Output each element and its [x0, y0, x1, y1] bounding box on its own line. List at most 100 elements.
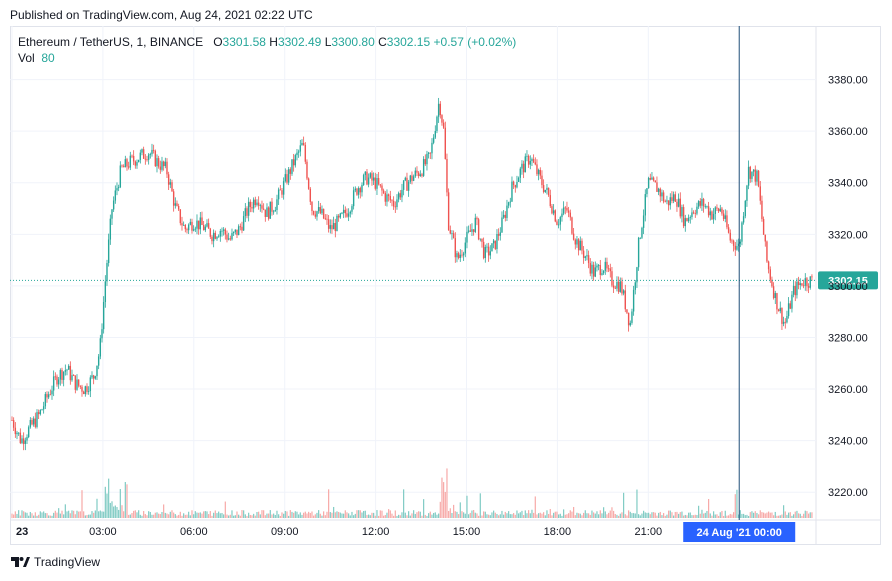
candle-body [462, 253, 465, 256]
volume-bar [159, 514, 161, 518]
volume-bar [796, 510, 798, 518]
candle-body [102, 302, 105, 330]
candle-body [402, 180, 405, 190]
volume-bar [438, 513, 440, 518]
volume-bar [266, 513, 268, 518]
volume-bar [656, 515, 658, 518]
tradingview-logo-icon[interactable] [10, 556, 30, 568]
candle-body [679, 198, 681, 217]
volume-bar [596, 511, 598, 518]
candle-body [356, 188, 358, 195]
volume-bar [599, 510, 601, 518]
volume-bar [256, 511, 258, 518]
volume-bar [701, 509, 703, 518]
volume-bar [38, 514, 40, 518]
volume-bar [434, 512, 436, 518]
volume-label[interactable]: Vol [18, 51, 35, 65]
candle-body [186, 229, 188, 231]
volume-bar [16, 513, 18, 518]
volume-bar [678, 513, 680, 518]
candle-body [569, 212, 571, 218]
volume-bar [384, 515, 386, 518]
crosshair-time-label: 24 Aug '21 00:00 [697, 527, 782, 539]
footer-brand[interactable]: TradingView [34, 555, 101, 569]
volume-bar [641, 513, 643, 518]
candle-body [534, 162, 536, 165]
candle-body [542, 185, 545, 192]
volume-bar [771, 512, 773, 518]
candle-body [81, 386, 83, 392]
volume-bar [441, 477, 443, 518]
candle-body [127, 166, 130, 168]
volume-bar [559, 513, 561, 518]
volume-bar [539, 512, 541, 518]
volume-bar [504, 511, 506, 518]
volume-bar [381, 510, 383, 518]
volume-bar [128, 514, 130, 518]
volume-bar [638, 514, 640, 518]
candle-body [36, 412, 38, 427]
candle-body [802, 285, 805, 287]
candle-body [597, 265, 600, 266]
candle-body [756, 170, 758, 182]
volume-bar [28, 515, 30, 518]
volume-bar [153, 514, 155, 518]
volume-bar [731, 514, 733, 518]
volume-bar [524, 510, 526, 518]
volume-bar [393, 515, 395, 518]
volume-bar [389, 510, 391, 518]
candle-body [484, 247, 486, 259]
volume-bar [753, 512, 755, 518]
candle-body [12, 420, 15, 428]
candle-body [509, 201, 511, 203]
candle-body [794, 285, 796, 296]
volume-bar [288, 515, 290, 518]
candle-body [567, 210, 570, 213]
candle-body [782, 321, 785, 324]
candle-body [11, 420, 13, 421]
candle-body [104, 281, 107, 303]
volume-bar [236, 511, 238, 518]
candle-body [171, 182, 173, 192]
candle-body [557, 224, 560, 226]
ohlc-line: Ethereum / TetherUS, 1, BINANCE O3301.58… [18, 34, 516, 50]
candle-body [767, 261, 770, 270]
candle-body [547, 187, 550, 196]
candle-body [646, 188, 648, 195]
volume-bar [333, 506, 335, 518]
candle-body [417, 172, 420, 177]
candle-body [772, 286, 775, 299]
volume-bar [96, 498, 98, 518]
candle-body [781, 307, 783, 324]
candle-body [139, 152, 142, 160]
candle-body [362, 175, 365, 185]
x-tick-label: 12:00 [362, 526, 390, 538]
candle-body [21, 438, 23, 444]
volume-bar [391, 513, 393, 518]
volume-bar [421, 515, 423, 518]
volume-bar [719, 512, 721, 518]
volume-bar [783, 505, 785, 518]
grid-lines [10, 26, 881, 545]
candle-body [259, 205, 262, 207]
volume-bar [631, 513, 633, 518]
volume-bar [474, 512, 476, 518]
volume-bar [146, 515, 148, 518]
candle-body [477, 219, 480, 240]
candle-body [46, 394, 48, 398]
volume-bar [338, 511, 340, 518]
symbol-label[interactable]: Ethereum / TetherUS, 1, BINANCE [18, 35, 204, 49]
volume-bar [154, 512, 156, 518]
candle-body [586, 255, 588, 257]
candle-body [119, 165, 122, 188]
volume-bar [798, 513, 800, 518]
candle-body [796, 281, 798, 296]
candle-body [506, 205, 508, 218]
volume-bar [246, 515, 248, 518]
candle-body [729, 232, 731, 241]
candle-body [717, 208, 720, 212]
candle-body [274, 210, 277, 212]
candle-body [152, 149, 155, 151]
volume-bar [458, 514, 460, 518]
